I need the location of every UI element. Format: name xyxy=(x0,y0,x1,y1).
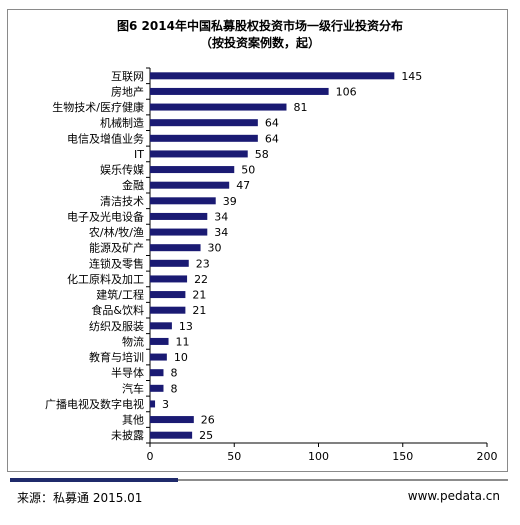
site-url: www.pedata.cn xyxy=(407,489,500,503)
footer-divider xyxy=(10,479,508,481)
data-label: 23 xyxy=(196,257,210,270)
category-label: 食品&饮料 xyxy=(91,303,144,317)
chart-title-block: 图6 2014年中国私募股权投资市场一级行业投资分布 （按投资案例数，起） xyxy=(0,18,520,52)
category-label: 金融 xyxy=(122,178,144,192)
footer-accent-bar xyxy=(10,478,178,482)
data-label: 50 xyxy=(241,164,255,177)
category-label: IT xyxy=(134,148,144,161)
data-label: 58 xyxy=(255,148,269,161)
category-label: 清洁技术 xyxy=(100,195,144,208)
data-label: 11 xyxy=(176,335,190,348)
bar xyxy=(150,322,172,330)
category-label: 纺织及服装 xyxy=(89,319,144,333)
data-label: 34 xyxy=(214,226,228,239)
category-label: 教育与培训 xyxy=(89,350,144,364)
data-label: 21 xyxy=(192,289,206,302)
category-label: 能源及矿产 xyxy=(89,241,144,255)
data-label: 26 xyxy=(201,414,215,427)
bar xyxy=(150,103,287,111)
category-label: 其他 xyxy=(122,414,144,427)
bar xyxy=(150,369,164,377)
data-label: 13 xyxy=(179,320,193,333)
bar xyxy=(150,259,189,267)
data-label: 22 xyxy=(194,273,208,286)
data-label: 30 xyxy=(208,242,222,255)
bar xyxy=(150,150,248,158)
data-label: 145 xyxy=(401,70,422,83)
bar xyxy=(150,306,186,314)
bar xyxy=(150,87,329,95)
data-label: 10 xyxy=(174,351,188,364)
x-tick-label: 150 xyxy=(392,450,413,463)
data-label: 34 xyxy=(214,210,228,223)
category-label: 建筑/工程 xyxy=(96,288,144,302)
bar xyxy=(150,244,201,252)
bar xyxy=(150,291,186,299)
data-label: 21 xyxy=(192,304,206,317)
data-label: 39 xyxy=(223,195,237,208)
bar xyxy=(150,212,208,220)
category-label: 生物技术/医疗健康 xyxy=(52,100,144,114)
bar xyxy=(150,181,230,189)
bar xyxy=(150,72,395,80)
category-label: 机械制造 xyxy=(100,116,144,130)
bar xyxy=(150,275,188,283)
bar xyxy=(150,197,216,205)
chart-frame xyxy=(7,9,508,472)
category-label: 电信及增值业务 xyxy=(67,131,144,145)
x-tick-label: 50 xyxy=(227,450,241,463)
bar xyxy=(150,416,194,424)
bar xyxy=(150,384,164,392)
category-label: 连锁及零售 xyxy=(89,256,144,270)
x-tick-label: 100 xyxy=(308,450,329,463)
data-label: 8 xyxy=(170,367,177,380)
data-label: 106 xyxy=(336,85,357,98)
category-label: 未披露 xyxy=(111,428,144,442)
data-label: 64 xyxy=(265,132,279,145)
bar xyxy=(150,134,258,142)
source-note: 来源：私募通 2015.01 xyxy=(17,491,143,505)
category-label: 汽车 xyxy=(122,381,144,395)
x-tick-label: 0 xyxy=(147,450,154,463)
data-label: 25 xyxy=(199,429,213,442)
bar xyxy=(150,119,258,127)
category-label: 房地产 xyxy=(111,84,144,98)
data-label: 8 xyxy=(170,382,177,395)
category-label: 广播电视及数字电视 xyxy=(45,397,144,411)
bar xyxy=(150,228,208,236)
category-label: 化工原料及加工 xyxy=(67,272,144,286)
bar xyxy=(150,431,193,439)
data-label: 3 xyxy=(162,398,169,411)
category-label: 农/林/牧/渔 xyxy=(89,225,144,239)
bar xyxy=(150,400,156,408)
category-label: 娱乐传媒 xyxy=(100,163,144,177)
data-label: 47 xyxy=(236,179,250,192)
chart-title: 图6 2014年中国私募股权投资市场一级行业投资分布 xyxy=(117,19,403,33)
bar xyxy=(150,353,167,361)
chart-subtitle: （按投资案例数，起） xyxy=(199,36,320,50)
category-label: 互联网 xyxy=(111,70,144,83)
category-label: 物流 xyxy=(122,334,144,348)
x-tick-label: 200 xyxy=(477,450,498,463)
bar xyxy=(150,166,235,174)
category-label: 半导体 xyxy=(111,366,144,380)
bar xyxy=(150,337,169,345)
data-label: 81 xyxy=(293,101,307,114)
data-label: 64 xyxy=(265,117,279,130)
category-label: 电子及光电设备 xyxy=(67,209,144,223)
